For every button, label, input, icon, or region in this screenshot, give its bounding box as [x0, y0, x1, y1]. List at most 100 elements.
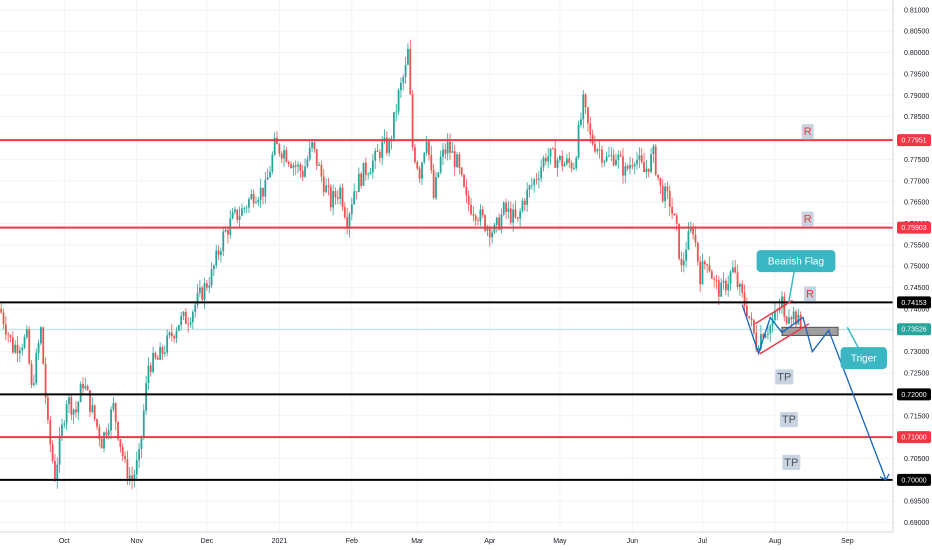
- candle-body: [743, 292, 746, 306]
- candle: [678, 223, 681, 261]
- candle: [682, 252, 685, 273]
- candle-body: [687, 231, 690, 250]
- candle-body: [694, 234, 697, 243]
- candle-body: [124, 456, 126, 460]
- candle: [610, 146, 613, 162]
- candle-body: [313, 142, 316, 150]
- candle-body: [533, 179, 536, 185]
- candle: [596, 147, 599, 155]
- candle-body: [554, 148, 557, 168]
- candle-body: [463, 174, 465, 187]
- candle: [133, 469, 136, 488]
- y-tick-label: 0.75000: [904, 264, 929, 271]
- candle: [145, 375, 148, 416]
- candle: [264, 171, 267, 204]
- candle: [619, 150, 622, 158]
- annotations[interactable]: Bearish Flag Triger: [756, 250, 887, 370]
- candle-body: [727, 283, 730, 291]
- candle: [633, 161, 636, 175]
- candle-body: [764, 334, 767, 338]
- candle-body: [378, 151, 381, 158]
- candle-body: [163, 352, 166, 354]
- candle-body: [444, 149, 447, 154]
- candle-body: [208, 285, 211, 288]
- candle-body: [762, 334, 765, 338]
- candle-body: [21, 347, 24, 351]
- candle: [479, 204, 482, 227]
- candle: [315, 149, 318, 170]
- tag-bg: [897, 134, 931, 147]
- candle-body: [217, 250, 220, 255]
- candle-body: [675, 215, 678, 224]
- candle-body: [177, 325, 180, 331]
- candle: [131, 466, 133, 489]
- projection-path[interactable]: [741, 304, 887, 481]
- candle: [514, 200, 517, 219]
- callout[interactable]: Triger: [840, 326, 887, 370]
- candle: [449, 133, 451, 160]
- candle: [374, 147, 377, 170]
- candle: [173, 334, 176, 343]
- candle-body: [456, 154, 458, 168]
- candle: [63, 420, 66, 429]
- y-tick-label: 0.80500: [904, 29, 929, 36]
- candle: [533, 177, 536, 193]
- candle: [554, 141, 557, 169]
- candle: [738, 282, 741, 296]
- candle-body: [526, 189, 529, 205]
- flag-lower-line[interactable]: [759, 323, 810, 355]
- tag-label: 0.73526: [901, 327, 926, 334]
- candle: [731, 260, 734, 274]
- candle: [790, 315, 793, 327]
- candle: [308, 141, 311, 162]
- candle-body: [738, 284, 741, 287]
- time-axis[interactable]: Oct Nov Dec 2021 Feb Mar Apr May Jun Jul Aug Sep: [0, 531, 893, 545]
- candle: [430, 145, 433, 174]
- candle: [472, 206, 475, 222]
- candle-body: [299, 164, 302, 171]
- candle-body: [402, 77, 405, 83]
- candle-body: [229, 218, 232, 235]
- candle-body: [287, 161, 290, 165]
- y-tick-label: 0.80000: [904, 50, 929, 57]
- trigger-zone[interactable]: [781, 326, 839, 336]
- candle-body: [601, 149, 603, 163]
- candle-body: [713, 278, 716, 280]
- candle-body: [63, 423, 66, 425]
- candle-body: [659, 177, 662, 186]
- x-tick-label: Jun: [627, 538, 638, 545]
- candle-body: [283, 150, 285, 159]
- level-price-tag: 0.74153: [897, 296, 931, 309]
- flag-upper-line[interactable]: [754, 299, 793, 325]
- candle: [285, 146, 288, 163]
- candle-body: [334, 191, 337, 198]
- candle-body: [535, 179, 538, 181]
- candle: [636, 152, 638, 170]
- candle-body: [696, 242, 699, 262]
- trend-drawings[interactable]: [741, 299, 890, 481]
- candle-body: [68, 397, 70, 405]
- horizontal-levels[interactable]: R R R TP TP TP: [0, 124, 893, 481]
- candle-body: [551, 148, 554, 150]
- tag-bg: [897, 323, 931, 336]
- candle: [516, 217, 519, 222]
- candle-body: [297, 164, 299, 167]
- candle-body: [678, 223, 681, 259]
- candle: [367, 172, 370, 180]
- tag-bg: [897, 473, 931, 486]
- candle: [278, 142, 281, 157]
- candle-body: [493, 224, 496, 233]
- y-tick-label: 0.70500: [904, 456, 929, 463]
- price-tags: 0.77951 0.75903 0.74153 0.72000 0.71000 0.700…: [897, 134, 931, 486]
- candle: [159, 342, 162, 361]
- candle: [70, 393, 73, 421]
- candle-body: [509, 208, 512, 223]
- callout[interactable]: Bearish Flag: [756, 250, 836, 302]
- candle-body: [149, 365, 152, 373]
- candle: [86, 384, 89, 391]
- candle: [594, 135, 596, 154]
- candle: [229, 209, 232, 239]
- x-tick-label: Mar: [411, 538, 424, 545]
- candle: [245, 205, 248, 213]
